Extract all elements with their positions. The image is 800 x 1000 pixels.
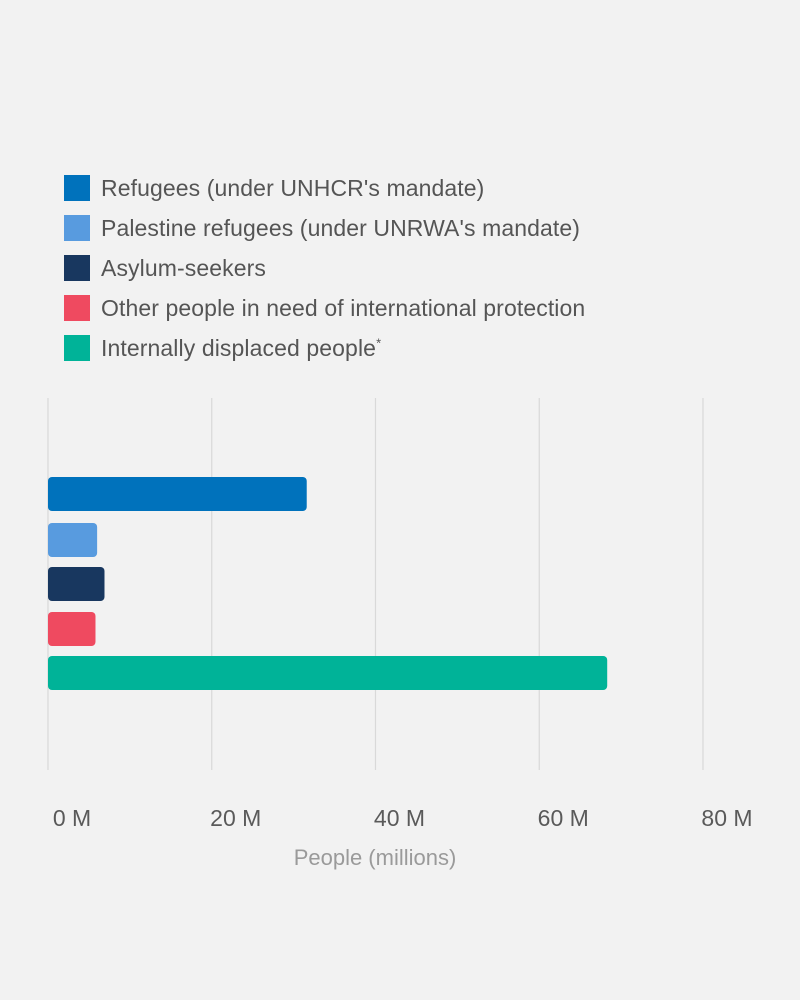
- bar[interactable]: [48, 477, 307, 511]
- bars: [48, 477, 608, 690]
- legend-label-text: Internally displaced people: [101, 334, 377, 361]
- legend-footnote-marker: *: [376, 334, 382, 350]
- legend-item[interactable]: Asylum-seekers: [64, 248, 585, 288]
- bar[interactable]: [48, 523, 98, 557]
- legend-label-text: Refugees (under UNHCR's mandate): [101, 174, 485, 201]
- legend-label: Refugees (under UNHCR's mandate): [101, 175, 484, 202]
- legend-item[interactable]: Internally displaced people*: [64, 328, 585, 368]
- legend-label: Asylum-seekers: [101, 255, 266, 282]
- bar[interactable]: [48, 567, 105, 601]
- legend-item[interactable]: Other people in need of international pr…: [64, 288, 585, 328]
- x-tick-label: 20 M: [210, 805, 261, 831]
- legend-swatch: [64, 175, 90, 201]
- legend-item[interactable]: Palestine refugees (under UNRWA's mandat…: [64, 208, 585, 248]
- x-tick-label: 60 M: [538, 805, 589, 831]
- x-axis-title: People (millions): [294, 845, 457, 870]
- x-tick-label: 0 M: [53, 805, 91, 831]
- legend-label: Internally displaced people*: [101, 335, 381, 362]
- legend-swatch: [64, 215, 90, 241]
- legend-item[interactable]: Refugees (under UNHCR's mandate): [64, 168, 585, 208]
- legend-swatch: [64, 295, 90, 321]
- x-tick-label: 80 M: [701, 805, 752, 831]
- legend-label: Palestine refugees (under UNRWA's mandat…: [101, 215, 580, 242]
- legend-label-text: Other people in need of international pr…: [101, 294, 586, 321]
- legend-label-text: Palestine refugees (under UNRWA's mandat…: [101, 214, 581, 241]
- legend-label-text: Asylum-seekers: [101, 254, 266, 281]
- bar[interactable]: [48, 612, 96, 646]
- grid-lines: [47, 398, 704, 770]
- bar[interactable]: [48, 656, 608, 690]
- legend-label: Other people in need of international pr…: [101, 295, 585, 322]
- legend-swatch: [64, 335, 90, 361]
- legend-swatch: [64, 255, 90, 281]
- x-tick-label: 40 M: [374, 805, 425, 831]
- x-axis-ticks: 0 M 20 M 40 M 60 M 80 M: [53, 805, 753, 831]
- chart-legend: Refugees (under UNHCR's mandate) Palestin…: [64, 168, 585, 368]
